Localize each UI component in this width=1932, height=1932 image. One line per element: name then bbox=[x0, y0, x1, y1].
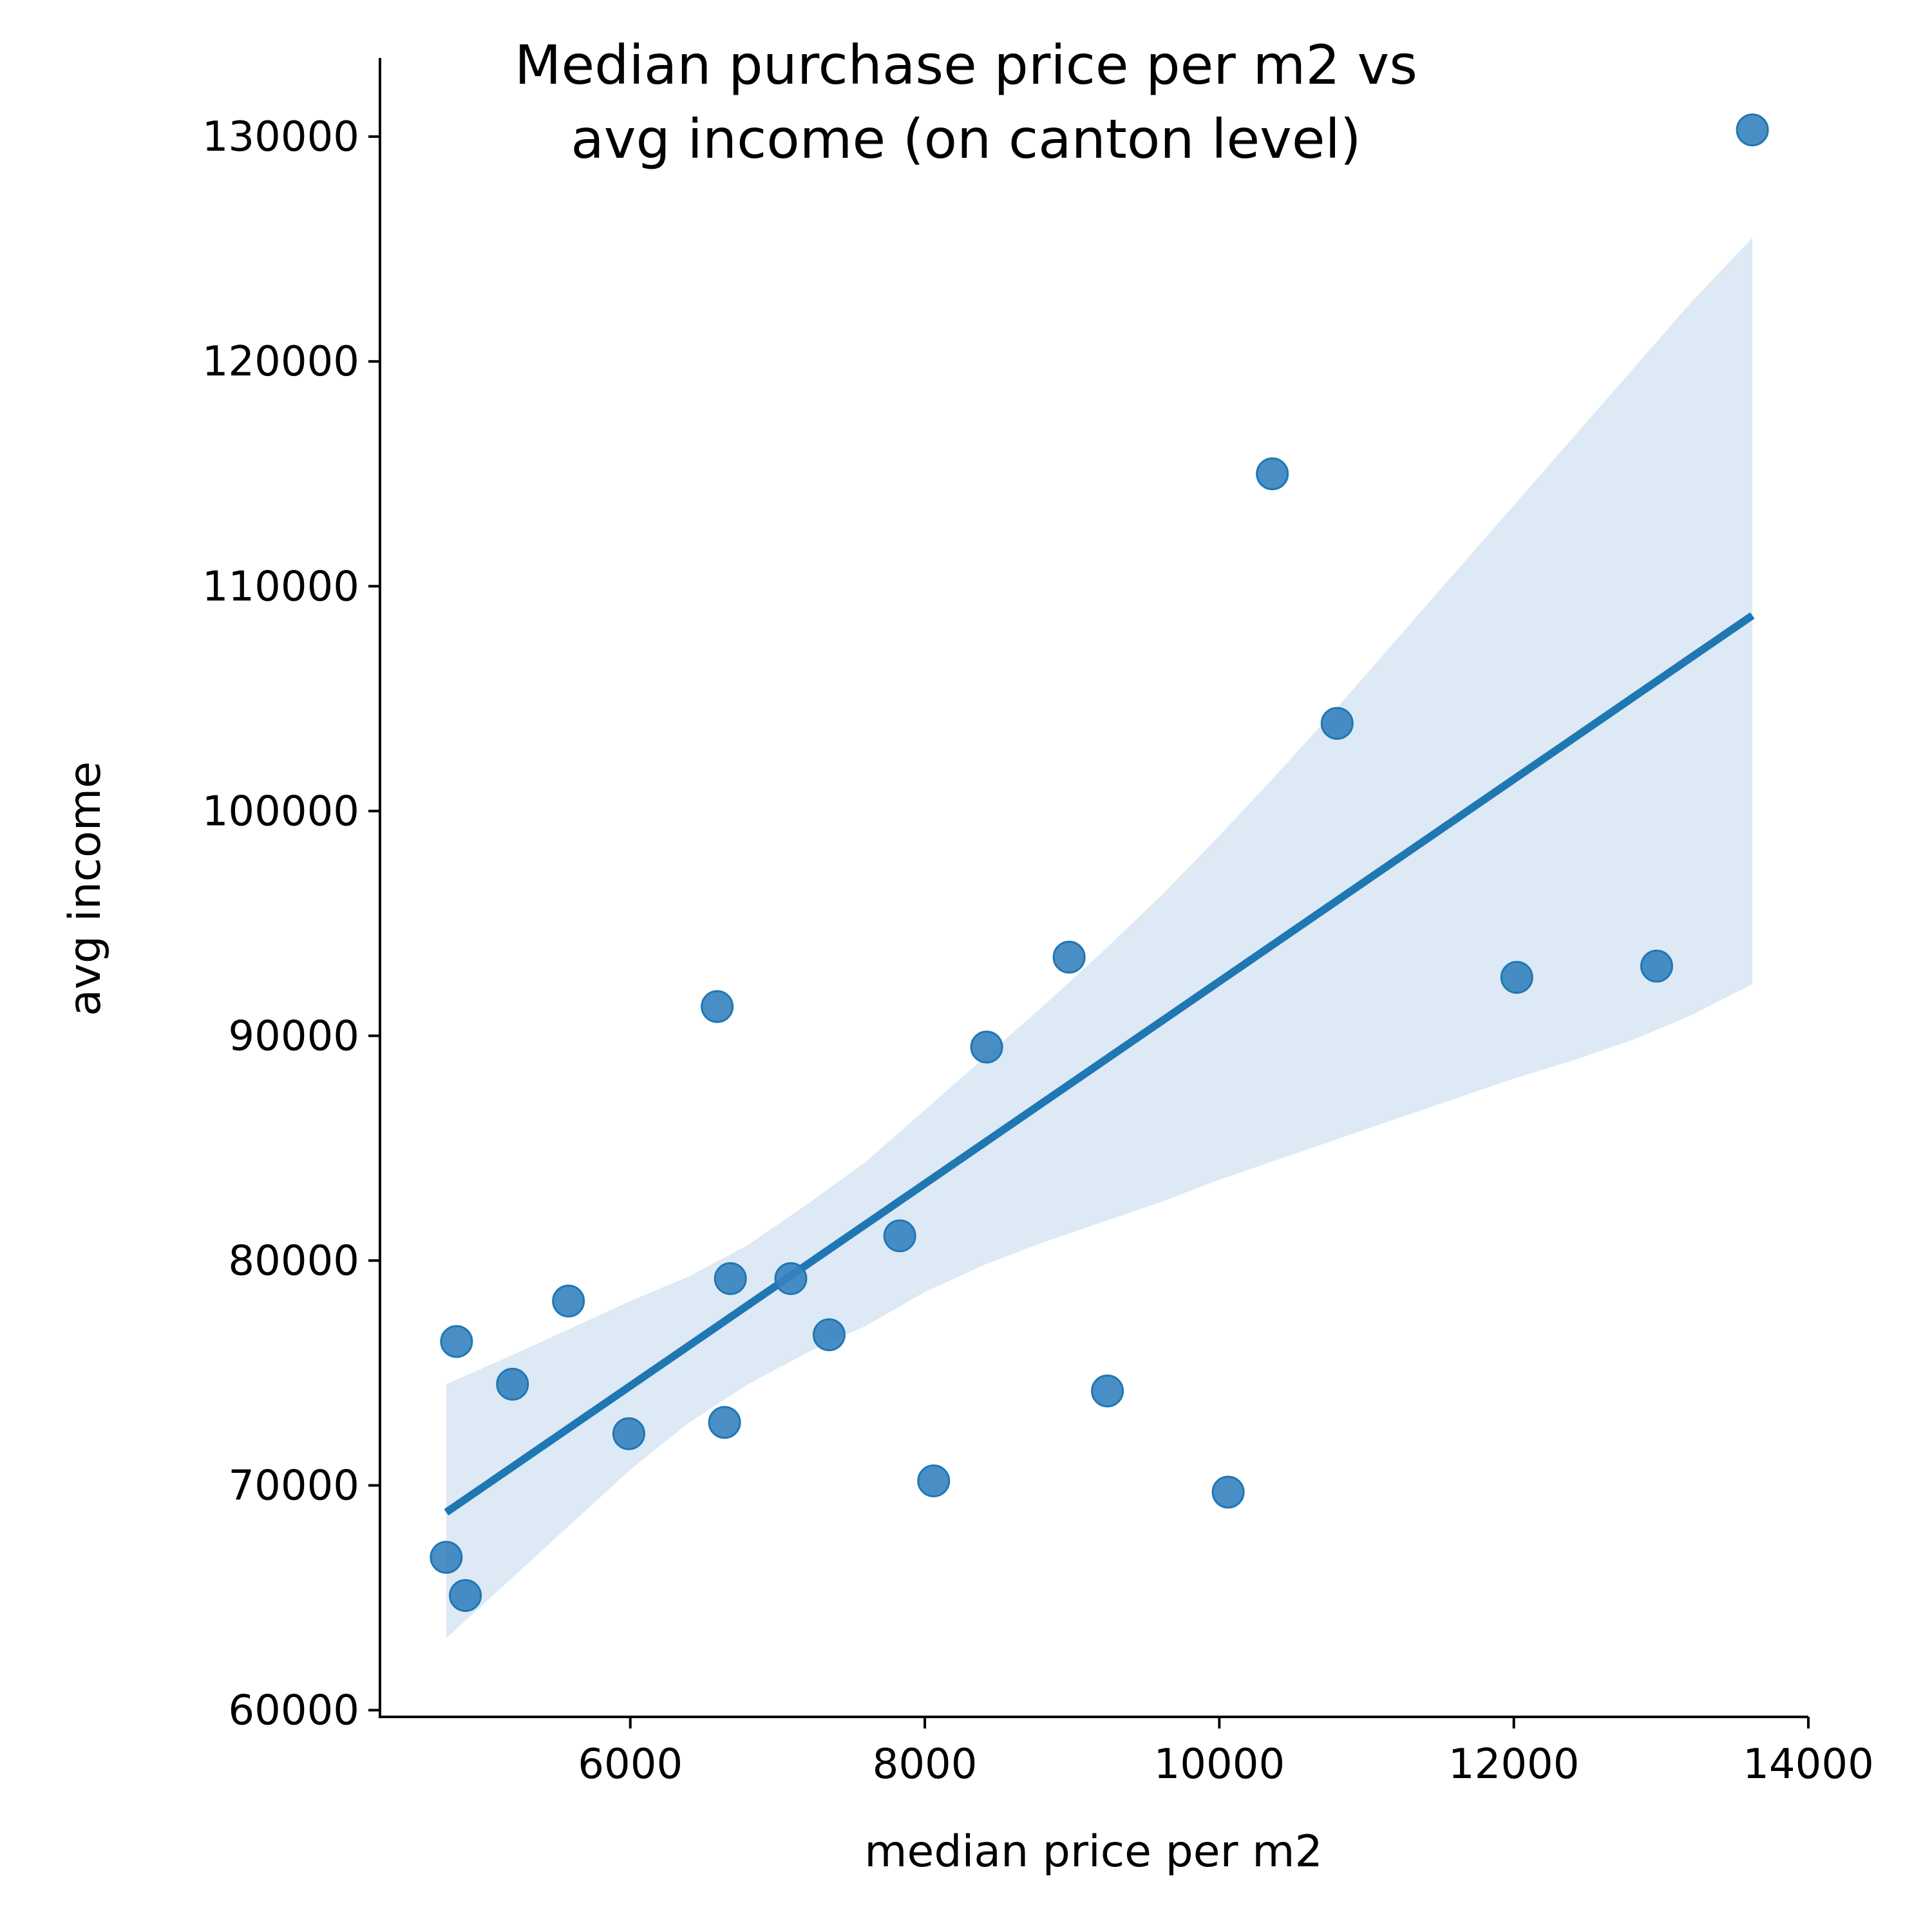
y-axis-ticks: 60000 70000 80000 90000 100000 110000 120000 13… bbox=[202, 113, 380, 1735]
axes-spines bbox=[379, 58, 1808, 1718]
y-tick-label: 90000 bbox=[228, 1012, 359, 1060]
data-point bbox=[440, 1325, 473, 1358]
data-point bbox=[1052, 940, 1086, 974]
y-tick-label: 110000 bbox=[202, 563, 359, 611]
data-point bbox=[812, 1318, 846, 1352]
chart-title: Median purchase price per m2 vs avg inco… bbox=[515, 33, 1417, 171]
data-point bbox=[701, 990, 734, 1023]
data-point bbox=[1736, 113, 1769, 147]
data-points-layer bbox=[430, 113, 1769, 1613]
chart-title-line-1: Median purchase price per m2 vs bbox=[515, 33, 1417, 97]
x-tick-label: 14000 bbox=[1743, 1741, 1874, 1788]
data-point bbox=[917, 1464, 951, 1497]
x-tick-label: 8000 bbox=[873, 1741, 978, 1788]
x-tick-label: 12000 bbox=[1448, 1741, 1580, 1788]
y-tick-label: 100000 bbox=[202, 788, 359, 835]
data-point bbox=[1500, 961, 1533, 994]
data-point bbox=[714, 1262, 747, 1295]
data-point bbox=[1256, 457, 1289, 491]
data-point bbox=[430, 1540, 463, 1574]
data-point bbox=[708, 1406, 741, 1439]
regression-line-layer bbox=[444, 612, 1755, 1516]
x-tick-label: 10000 bbox=[1154, 1741, 1285, 1788]
y-tick-label: 70000 bbox=[228, 1462, 359, 1510]
data-point bbox=[1320, 706, 1354, 740]
data-point bbox=[1211, 1475, 1245, 1509]
y-tick-label: 130000 bbox=[202, 113, 359, 161]
regression-line bbox=[444, 612, 1755, 1516]
y-tick-label: 60000 bbox=[228, 1687, 359, 1735]
data-point bbox=[1640, 949, 1673, 983]
data-point bbox=[552, 1284, 585, 1318]
data-point bbox=[883, 1219, 916, 1253]
x-tick-label: 6000 bbox=[578, 1741, 683, 1788]
y-tick-label: 120000 bbox=[202, 338, 359, 386]
x-axis-ticks: 6000 8000 10000 12000 14000 bbox=[578, 1717, 1874, 1788]
data-point bbox=[449, 1579, 482, 1613]
y-axis-label: avg income bbox=[60, 761, 111, 1016]
data-point bbox=[496, 1367, 529, 1401]
data-point bbox=[774, 1262, 808, 1295]
data-point bbox=[1091, 1374, 1124, 1408]
chart-title-line-2: avg income (on canton level) bbox=[571, 108, 1361, 171]
data-point bbox=[970, 1030, 1003, 1064]
y-tick-label: 80000 bbox=[228, 1237, 359, 1285]
x-axis-label: median price per m2 bbox=[864, 1826, 1322, 1877]
data-point bbox=[612, 1417, 645, 1450]
